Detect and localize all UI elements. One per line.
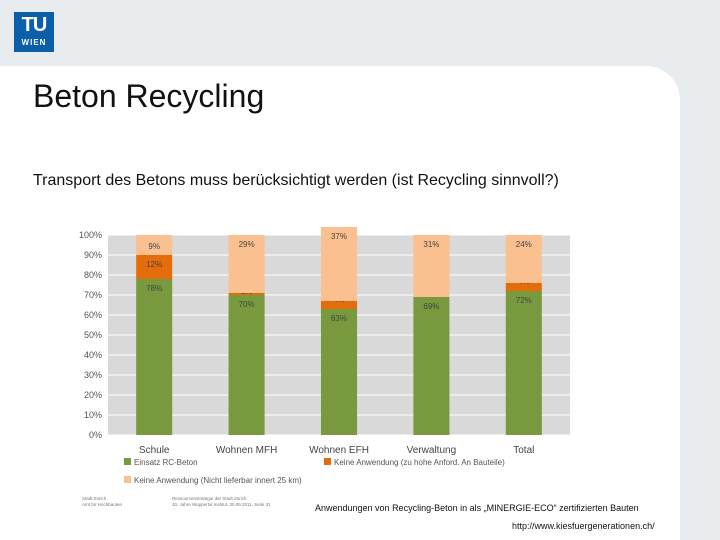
legend-swatch [324,458,331,465]
bar-segment [136,279,173,435]
data-label: 31% [423,240,439,249]
x-tick-label: Verwaltung [407,445,456,456]
y-tick-label: 50% [84,330,102,340]
y-tick-label: 10% [84,410,102,420]
data-label: 9% [148,242,160,251]
bar-segment [320,301,358,309]
source-note-right: Ressourcenstrategie der Stadt Zürich 20.… [172,496,271,508]
source-note-left: Stadt Zürich Amt für Hochbauten [82,496,122,508]
x-tick-label: Total [513,445,534,456]
y-tick-label: 30% [84,370,102,380]
data-label: 72% [516,296,532,305]
bar-segment [320,227,358,301]
data-label: 78% [146,284,162,293]
y-tick-label: 70% [84,290,102,300]
source-line: Ressourcenstrategie der Stadt Zürich [172,496,247,501]
y-tick-label: 0% [89,430,102,440]
bar-segment [136,255,173,279]
x-tick-label: Wohnen EFH [309,445,369,456]
bar-segment [228,235,265,293]
x-tick-label: Schule [139,445,170,456]
chart-svg: 0% 10% 20% 30% 40% 50% 60% 70% 80% 90% 100% 78% 12% 9… [79,227,570,485]
bar-segment [228,295,265,435]
bar-segment [505,291,542,435]
bar-segment [413,297,450,435]
logo-subtext: WIEN [21,38,47,47]
source-line: Amt für Hochbauten [82,502,123,507]
legend-label: Keine Anwendung (zu hohe Anford. An Baut… [334,458,505,467]
data-label: 37% [331,232,347,241]
source-line: Stadt Zürich [82,496,107,501]
bar-segment-fill [136,235,173,237]
y-tick-label: 90% [84,250,102,260]
chart-caption: Anwendungen von Recycling-Beton in als „… [315,503,639,513]
bar-segment [505,235,542,283]
data-label: 29% [239,240,255,249]
bar-segment [228,293,265,295]
x-tick-label: Wohnen MFH [216,445,278,456]
slide-title: Beton Recycling [33,78,265,114]
y-tick-label: 100% [79,230,102,240]
data-label: 12% [146,260,162,269]
data-label: 70% [239,300,255,309]
y-tick-label: 40% [84,350,102,360]
source-line: 20. Jahre Wuppertal Institut, 30.09.2011… [172,502,271,507]
tu-wien-logo: TU WIEN [14,12,54,52]
slide-subtitle: Transport des Betons muss berücksichtigt… [33,172,559,189]
y-tick-label: 20% [84,390,102,400]
data-label: 63% [331,314,347,323]
bar-segment [136,237,173,255]
bar-segment [505,283,542,291]
y-tick-label: 60% [84,310,102,320]
stacked-bar-chart: 0% 10% 20% 30% 40% 50% 60% 70% 80% 90% 100% 78% 12% 9… [66,225,586,520]
data-label: 24% [516,240,532,249]
legend-label: Einsatz RC-Beton [134,458,198,467]
bar-segment [413,235,450,297]
legend-swatch [124,458,131,465]
y-tick-label: 80% [84,270,102,280]
bar-segment [320,309,358,435]
data-label: 69% [423,302,439,311]
legend-label: Keine Anwendung (Nicht lieferbar innert … [134,476,302,485]
legend-swatch [124,476,131,483]
source-url: http://www.kiesfuergenerationen.ch/ [512,521,655,531]
logo-mark: TU [21,14,48,36]
